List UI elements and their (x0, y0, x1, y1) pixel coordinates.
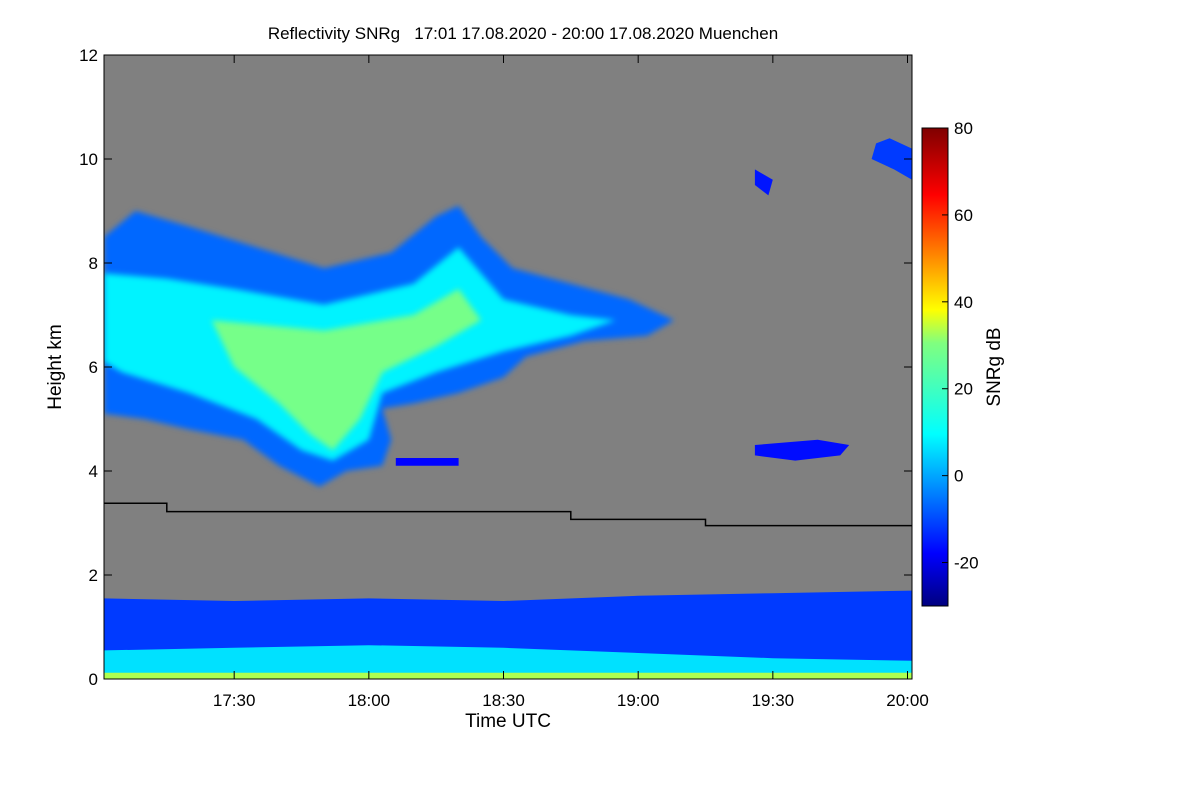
echo-regions (104, 138, 912, 679)
x-tick-label: 18:00 (348, 691, 391, 710)
x-axis-ticks: 17:30 18:00 18:30 19:00 19:30 20:00 (213, 55, 929, 710)
echo-region-cloud-maximum (211, 289, 482, 451)
colorbar-tick-label: 0 (954, 467, 963, 486)
chart-title: Reflectivity SNRg 17:01 17.08.2020 - 20:… (268, 24, 778, 43)
echo-region-mid-level-streak (754, 439, 850, 461)
colorbar-tick-label: 80 (954, 119, 973, 138)
echo-region-ground-return (104, 672, 912, 679)
y-tick-label: 2 (89, 566, 98, 585)
y-tick-label: 10 (79, 150, 98, 169)
y-axis-ticks: 0 2 4 6 8 10 12 (79, 46, 912, 689)
y-tick-label: 12 (79, 46, 98, 65)
x-axis-label: Time UTC (465, 711, 551, 732)
echo-region-cirrus-patch (754, 169, 773, 196)
x-tick-label: 19:30 (752, 691, 795, 710)
colorbar-label: SNRg dB (984, 327, 1005, 406)
x-tick-label: 19:00 (617, 691, 660, 710)
colorbar-ticks: -20 0 20 40 60 80 (942, 119, 979, 573)
echo-region-upper-cirrus-right (871, 138, 912, 180)
colorbar-tick-label: 40 (954, 293, 973, 312)
colorbar-tick-label: 60 (954, 206, 973, 225)
y-tick-label: 0 (89, 670, 98, 689)
colorbar-tick-label: 20 (954, 380, 973, 399)
x-tick-label: 18:30 (482, 691, 525, 710)
x-tick-label: 17:30 (213, 691, 256, 710)
echo-region-low-streak (395, 458, 459, 466)
x-tick-label: 20:00 (886, 691, 929, 710)
y-tick-label: 8 (89, 254, 98, 273)
melting-layer-line (104, 502, 912, 527)
colorbar (921, 127, 949, 607)
y-axis-label: Height km (45, 324, 66, 410)
y-tick-label: 4 (89, 462, 98, 481)
echo-region-surface-layer (104, 645, 912, 679)
colorbar-tick-label: -20 (954, 554, 979, 573)
y-tick-label: 6 (89, 358, 98, 377)
